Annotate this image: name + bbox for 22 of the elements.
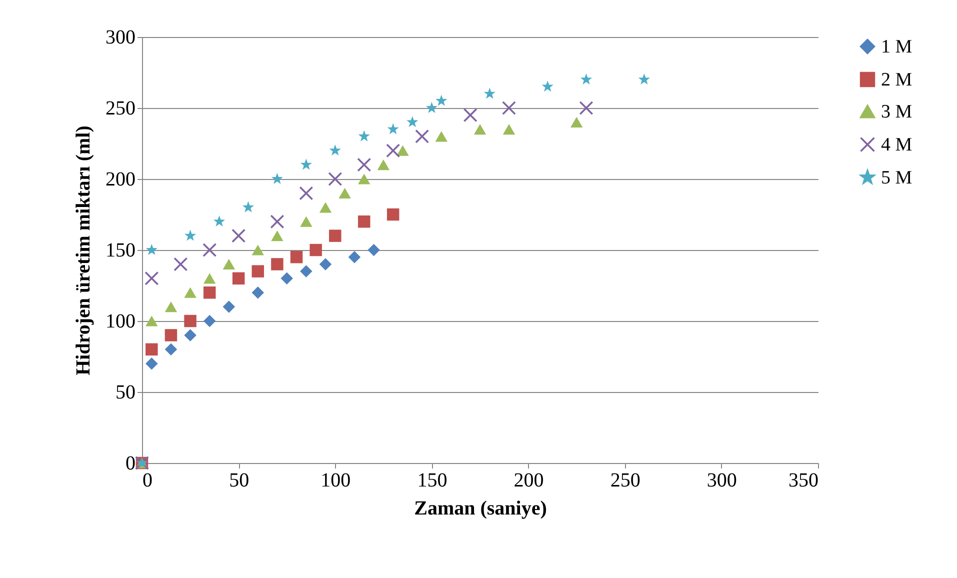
x-tick-label: 100 <box>320 470 351 492</box>
y-tick-label: 50 <box>116 382 136 404</box>
legend-label: 3 M <box>881 102 912 122</box>
x-axis-title: Zaman (saniye) <box>414 498 547 520</box>
x-tick-label: 0 <box>142 470 152 492</box>
y-tick-label: 0 <box>126 452 136 474</box>
y-tick-label: 300 <box>106 26 136 48</box>
x-tick-label: 50 <box>229 470 250 492</box>
legend-label: 2 M <box>881 70 912 90</box>
y-tick-label: 150 <box>106 240 136 262</box>
x-tick-label: 250 <box>610 470 640 492</box>
x-tick-label: 150 <box>417 470 448 492</box>
y-tick-label: 200 <box>106 168 136 190</box>
legend-label: 4 M <box>881 134 912 156</box>
y-tick-label: 100 <box>106 310 136 332</box>
x-tick-label: 200 <box>514 470 544 492</box>
legend-label: 5 M <box>881 168 912 188</box>
y-tick-label: 250 <box>106 98 136 120</box>
x-tick-label: 350 <box>788 470 818 492</box>
y-axis-title: Hidrojen üretim miktarı (ml) <box>72 126 94 376</box>
x-tick-label: 300 <box>706 470 737 492</box>
legend-label: 1 M <box>881 36 912 58</box>
